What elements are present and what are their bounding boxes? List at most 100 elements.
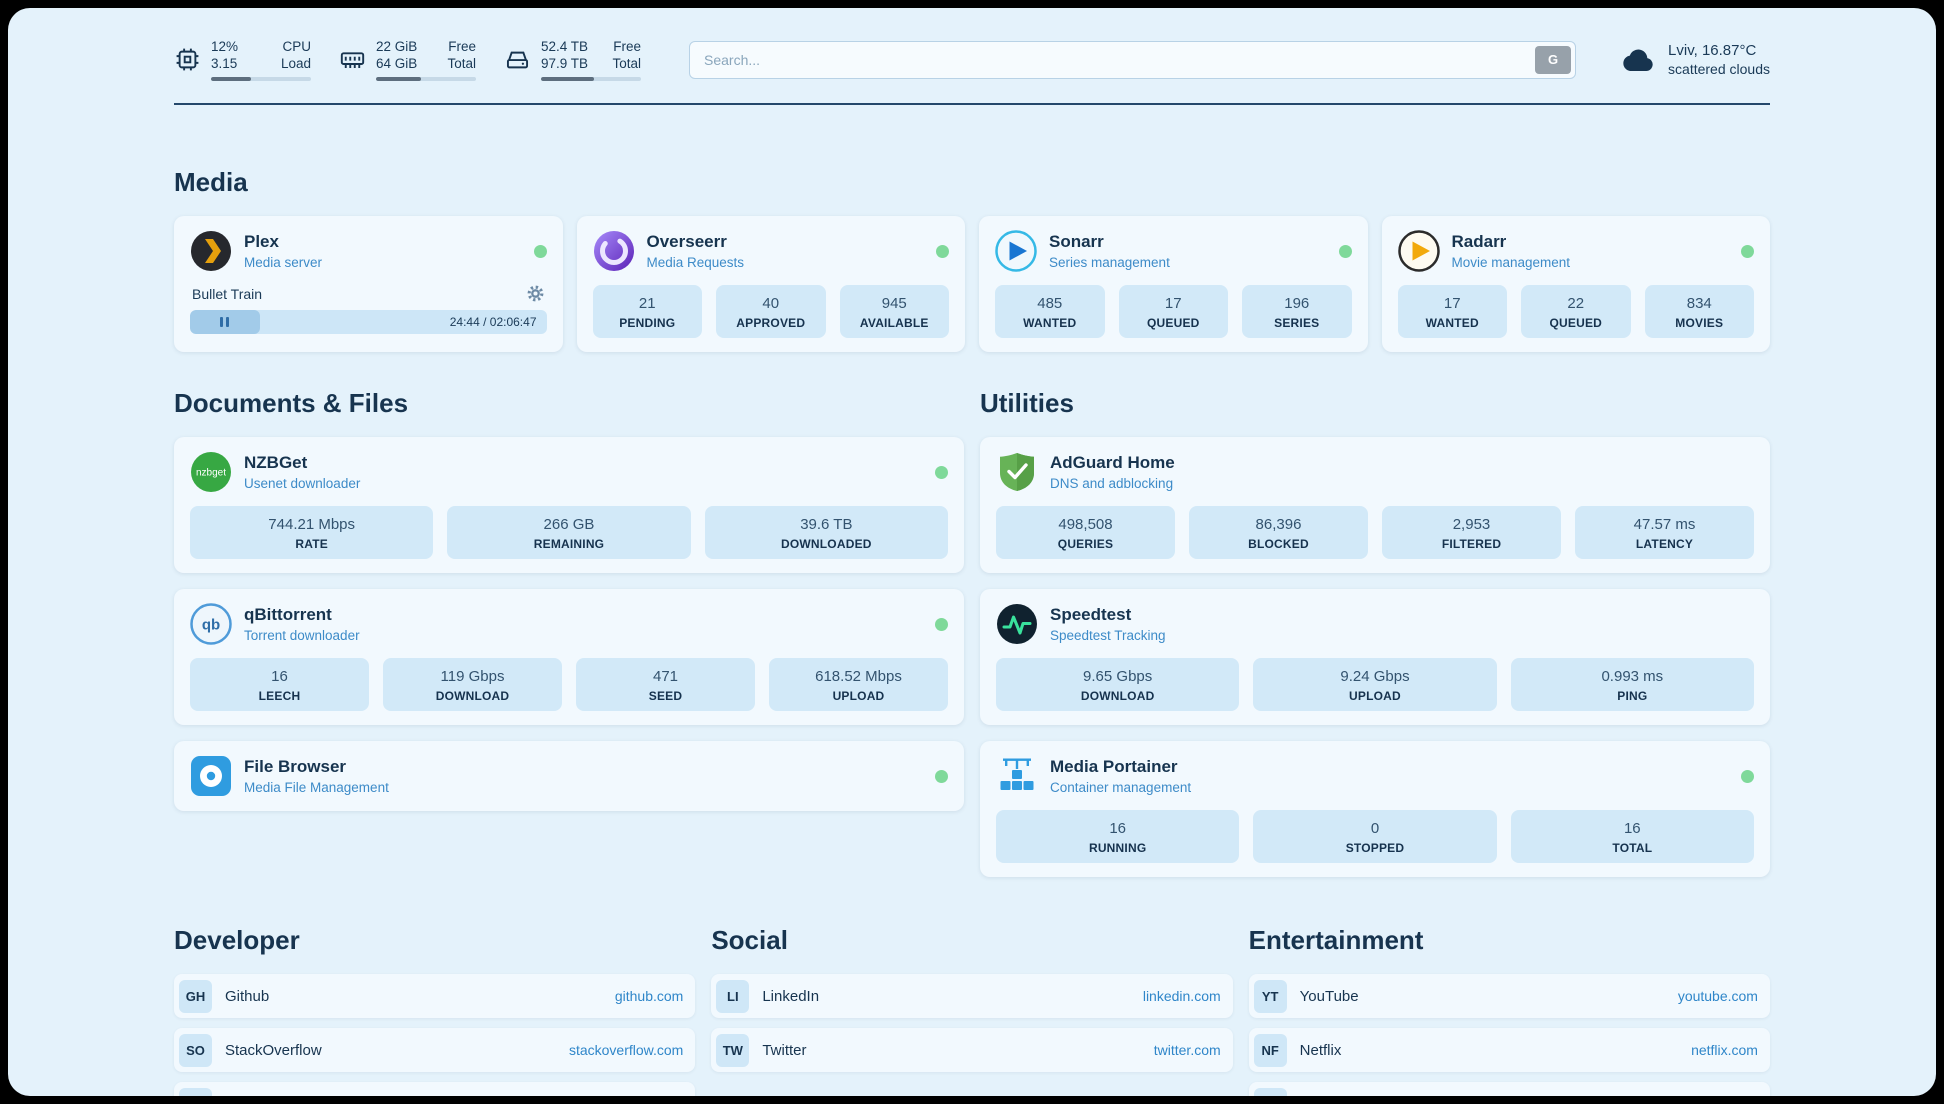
- stat-tile-wanted: 17 WANTED: [1397, 285, 1507, 338]
- playback-progressbar[interactable]: 24:44 / 02:06:47: [190, 310, 547, 334]
- stat-tile-downloaded: 39.6 TB DOWNLOADED: [704, 506, 948, 559]
- stat-label: DOWNLOAD: [1080, 689, 1155, 703]
- stat-label: MOVIES: [1675, 316, 1724, 330]
- stat-label: STOPPED: [1345, 841, 1405, 855]
- service-name: Radarr: [1451, 232, 1507, 251]
- bookmark-twitter[interactable]: TW Twitter twitter.com: [711, 1028, 1233, 1072]
- bookmark-github[interactable]: GH Github github.com: [174, 974, 696, 1018]
- adguard-icon: [996, 451, 1038, 493]
- stat-value: 47.57 ms: [1633, 516, 1696, 533]
- disk-progressbar: [541, 77, 641, 81]
- bookmark-name: StackOverflow: [225, 1041, 322, 1059]
- stat-row: 17 WANTED 22 QUEUED 834 MOVIES: [1397, 285, 1754, 338]
- system-metrics: 12% CPU 3.15 Load 22 GiB: [174, 38, 641, 81]
- service-card-qbittorrent[interactable]: qb qBittorrent Torrent downloader 16 LEECH 11…: [174, 589, 964, 725]
- service-card-file-browser[interactable]: File Browser Media File Management: [174, 741, 964, 811]
- service-name: AdGuard Home: [1050, 453, 1175, 472]
- bookmark-youtube[interactable]: YT YouTube youtube.com: [1248, 974, 1770, 1018]
- stat-tile-ping: 0.993 ms PING: [1510, 658, 1754, 711]
- stat-label: WANTED: [1023, 316, 1077, 330]
- service-card-sonarr[interactable]: Sonarr Series management 485 WANTED 17 QUEUED…: [979, 216, 1368, 352]
- bookmark-group-developer: Developer GH Github github.com SO StackOverfl…: [174, 925, 696, 1097]
- stat-tile-movies: 834 MOVIES: [1644, 285, 1754, 338]
- playback-time: 24:44 / 02:06:47: [449, 315, 537, 329]
- service-card-overseerr[interactable]: Overseerr Media Requests 21 PENDING 40 APPROV…: [576, 216, 965, 352]
- service-card-speedtest[interactable]: Speedtest Speedtest Tracking 9.65 Gbps DOWN…: [980, 589, 1770, 725]
- stat-tile-approved: 40 APPROVED: [716, 285, 826, 338]
- stat-tile-upload: 9.24 Gbps UPLOAD: [1253, 658, 1497, 711]
- bookmark-dev[interactable]: DTDEVdev.to: [174, 1082, 696, 1097]
- service-card-adguard-home[interactable]: AdGuard Home DNS and adblocking 498,508 QUE…: [980, 437, 1770, 573]
- svg-text:nzbget: nzbget: [196, 468, 226, 479]
- radarr-icon: [1397, 230, 1440, 272]
- stat-tile-upload: 618.52 Mbps UPLOAD: [769, 658, 948, 711]
- stat-tile-filtered: 2,953 FILTERED: [1382, 506, 1561, 559]
- gear-icon[interactable]: [526, 284, 545, 303]
- stat-tile-rate: 744.21 Mbps RATE: [190, 506, 434, 559]
- utilities-card-stack: AdGuard Home DNS and adblocking 498,508 QUE…: [980, 437, 1770, 877]
- pause-icon: [220, 317, 230, 327]
- card-header: Speedtest Speedtest Tracking: [996, 603, 1754, 645]
- bookmark-abbr-icon: RE: [1253, 1087, 1287, 1096]
- stat-value: 834: [1686, 295, 1712, 312]
- bookmark-abbr-icon: SO: [179, 1033, 212, 1067]
- stat-tile-running: 16 RUNNING: [996, 810, 1240, 863]
- now-playing: Bullet Train 24:44 / 02:06:47: [190, 284, 547, 334]
- stat-row: 21 PENDING 40 APPROVED 945 AVAILABLE: [592, 285, 949, 338]
- stat-label: SERIES: [1274, 316, 1320, 330]
- bookmark-group-title: Developer: [174, 925, 300, 955]
- bookmark-name: Netflix: [1299, 1041, 1342, 1059]
- bookmark-reddit[interactable]: RERedditreddit.com: [1248, 1082, 1770, 1096]
- stat-label: APPROVED: [736, 316, 806, 330]
- card-header: nzbget NZBGet Usenet downloader: [190, 451, 948, 493]
- disk-free-value: 52.4 TB: [541, 39, 589, 54]
- stat-tile-leech: 16 LEECH: [190, 658, 369, 711]
- section-title-documents: Documents & Files: [174, 388, 409, 418]
- stat-label: PENDING: [619, 316, 676, 330]
- stat-tile-available: 945 AVAILABLE: [839, 285, 949, 338]
- stat-label: UPLOAD: [1349, 689, 1401, 703]
- stat-value: 9.24 Gbps: [1340, 668, 1410, 685]
- service-card-media-portainer[interactable]: Media Portainer Container management 16 RUN…: [980, 741, 1770, 877]
- bookmark-netflix[interactable]: NF Netflix netflix.com: [1248, 1028, 1770, 1072]
- stat-tile-wanted: 485 WANTED: [995, 285, 1105, 338]
- section-documents: Documents & Files nzbget NZBGet Usenet dow…: [174, 388, 964, 877]
- search-input[interactable]: [689, 40, 1577, 79]
- bookmark-name: YouTube: [1299, 987, 1359, 1005]
- stat-label: UPLOAD: [832, 689, 885, 703]
- stat-row: 498,508 QUERIES 86,396 BLOCKED 2,953 FILTERED…: [996, 506, 1754, 559]
- bookmark-group-social: Social LI LinkedIn linkedin.com TW Twitter twi…: [711, 925, 1233, 1096]
- bookmark-url: youtube.com: [1677, 988, 1758, 1004]
- stat-tile-total: 16 TOTAL: [1510, 810, 1754, 863]
- service-description: Torrent downloader: [244, 628, 360, 643]
- cpu-load-label: Load: [280, 56, 311, 71]
- stat-label: QUEUED: [1146, 316, 1200, 330]
- search-engine-button[interactable]: G: [1535, 45, 1572, 74]
- bookmark-abbr-icon: TW: [716, 1033, 750, 1067]
- bookmark-stackoverflow[interactable]: SO StackOverflow stackoverflow.com: [174, 1028, 696, 1072]
- stat-label: RUNNING: [1088, 841, 1147, 855]
- card-header: AdGuard Home DNS and adblocking: [996, 451, 1754, 493]
- plex-icon: [190, 230, 232, 272]
- service-description: Usenet downloader: [244, 476, 361, 491]
- stat-label: QUERIES: [1057, 537, 1114, 551]
- stat-label: DOWNLOAD: [435, 689, 510, 703]
- stat-row: 744.21 Mbps RATE 266 GB REMAINING 39.6 TB DOW…: [190, 506, 948, 559]
- ram-total-label: Total: [447, 56, 476, 71]
- service-description: Media File Management: [244, 780, 389, 795]
- bookmark-name: DEV: [225, 1096, 256, 1097]
- bookmark-linkedin[interactable]: LI LinkedIn linkedin.com: [711, 974, 1233, 1018]
- service-card-radarr[interactable]: Radarr Movie management 17 WANTED 22 QUEUED 83…: [1381, 216, 1770, 352]
- service-card-nzbget[interactable]: nzbget NZBGet Usenet downloader 744.21 Mbps…: [174, 437, 964, 573]
- service-card-plex[interactable]: Plex Media server Bullet Train 24:44 / 02:0…: [174, 216, 563, 352]
- service-name: Plex: [244, 232, 279, 251]
- bookmark-abbr-icon: YT: [1253, 979, 1287, 1013]
- section-utilities: Utilities AdGuard Home DNS and adblocking…: [980, 388, 1770, 877]
- stat-label: RATE: [295, 537, 328, 551]
- stat-label: AVAILABLE: [859, 316, 929, 330]
- status-dot: [1741, 244, 1754, 258]
- stat-label: LEECH: [258, 689, 301, 703]
- portainer-icon: [996, 755, 1038, 797]
- stat-tile-stopped: 0 STOPPED: [1253, 810, 1497, 863]
- sonarr-icon: [995, 230, 1037, 272]
